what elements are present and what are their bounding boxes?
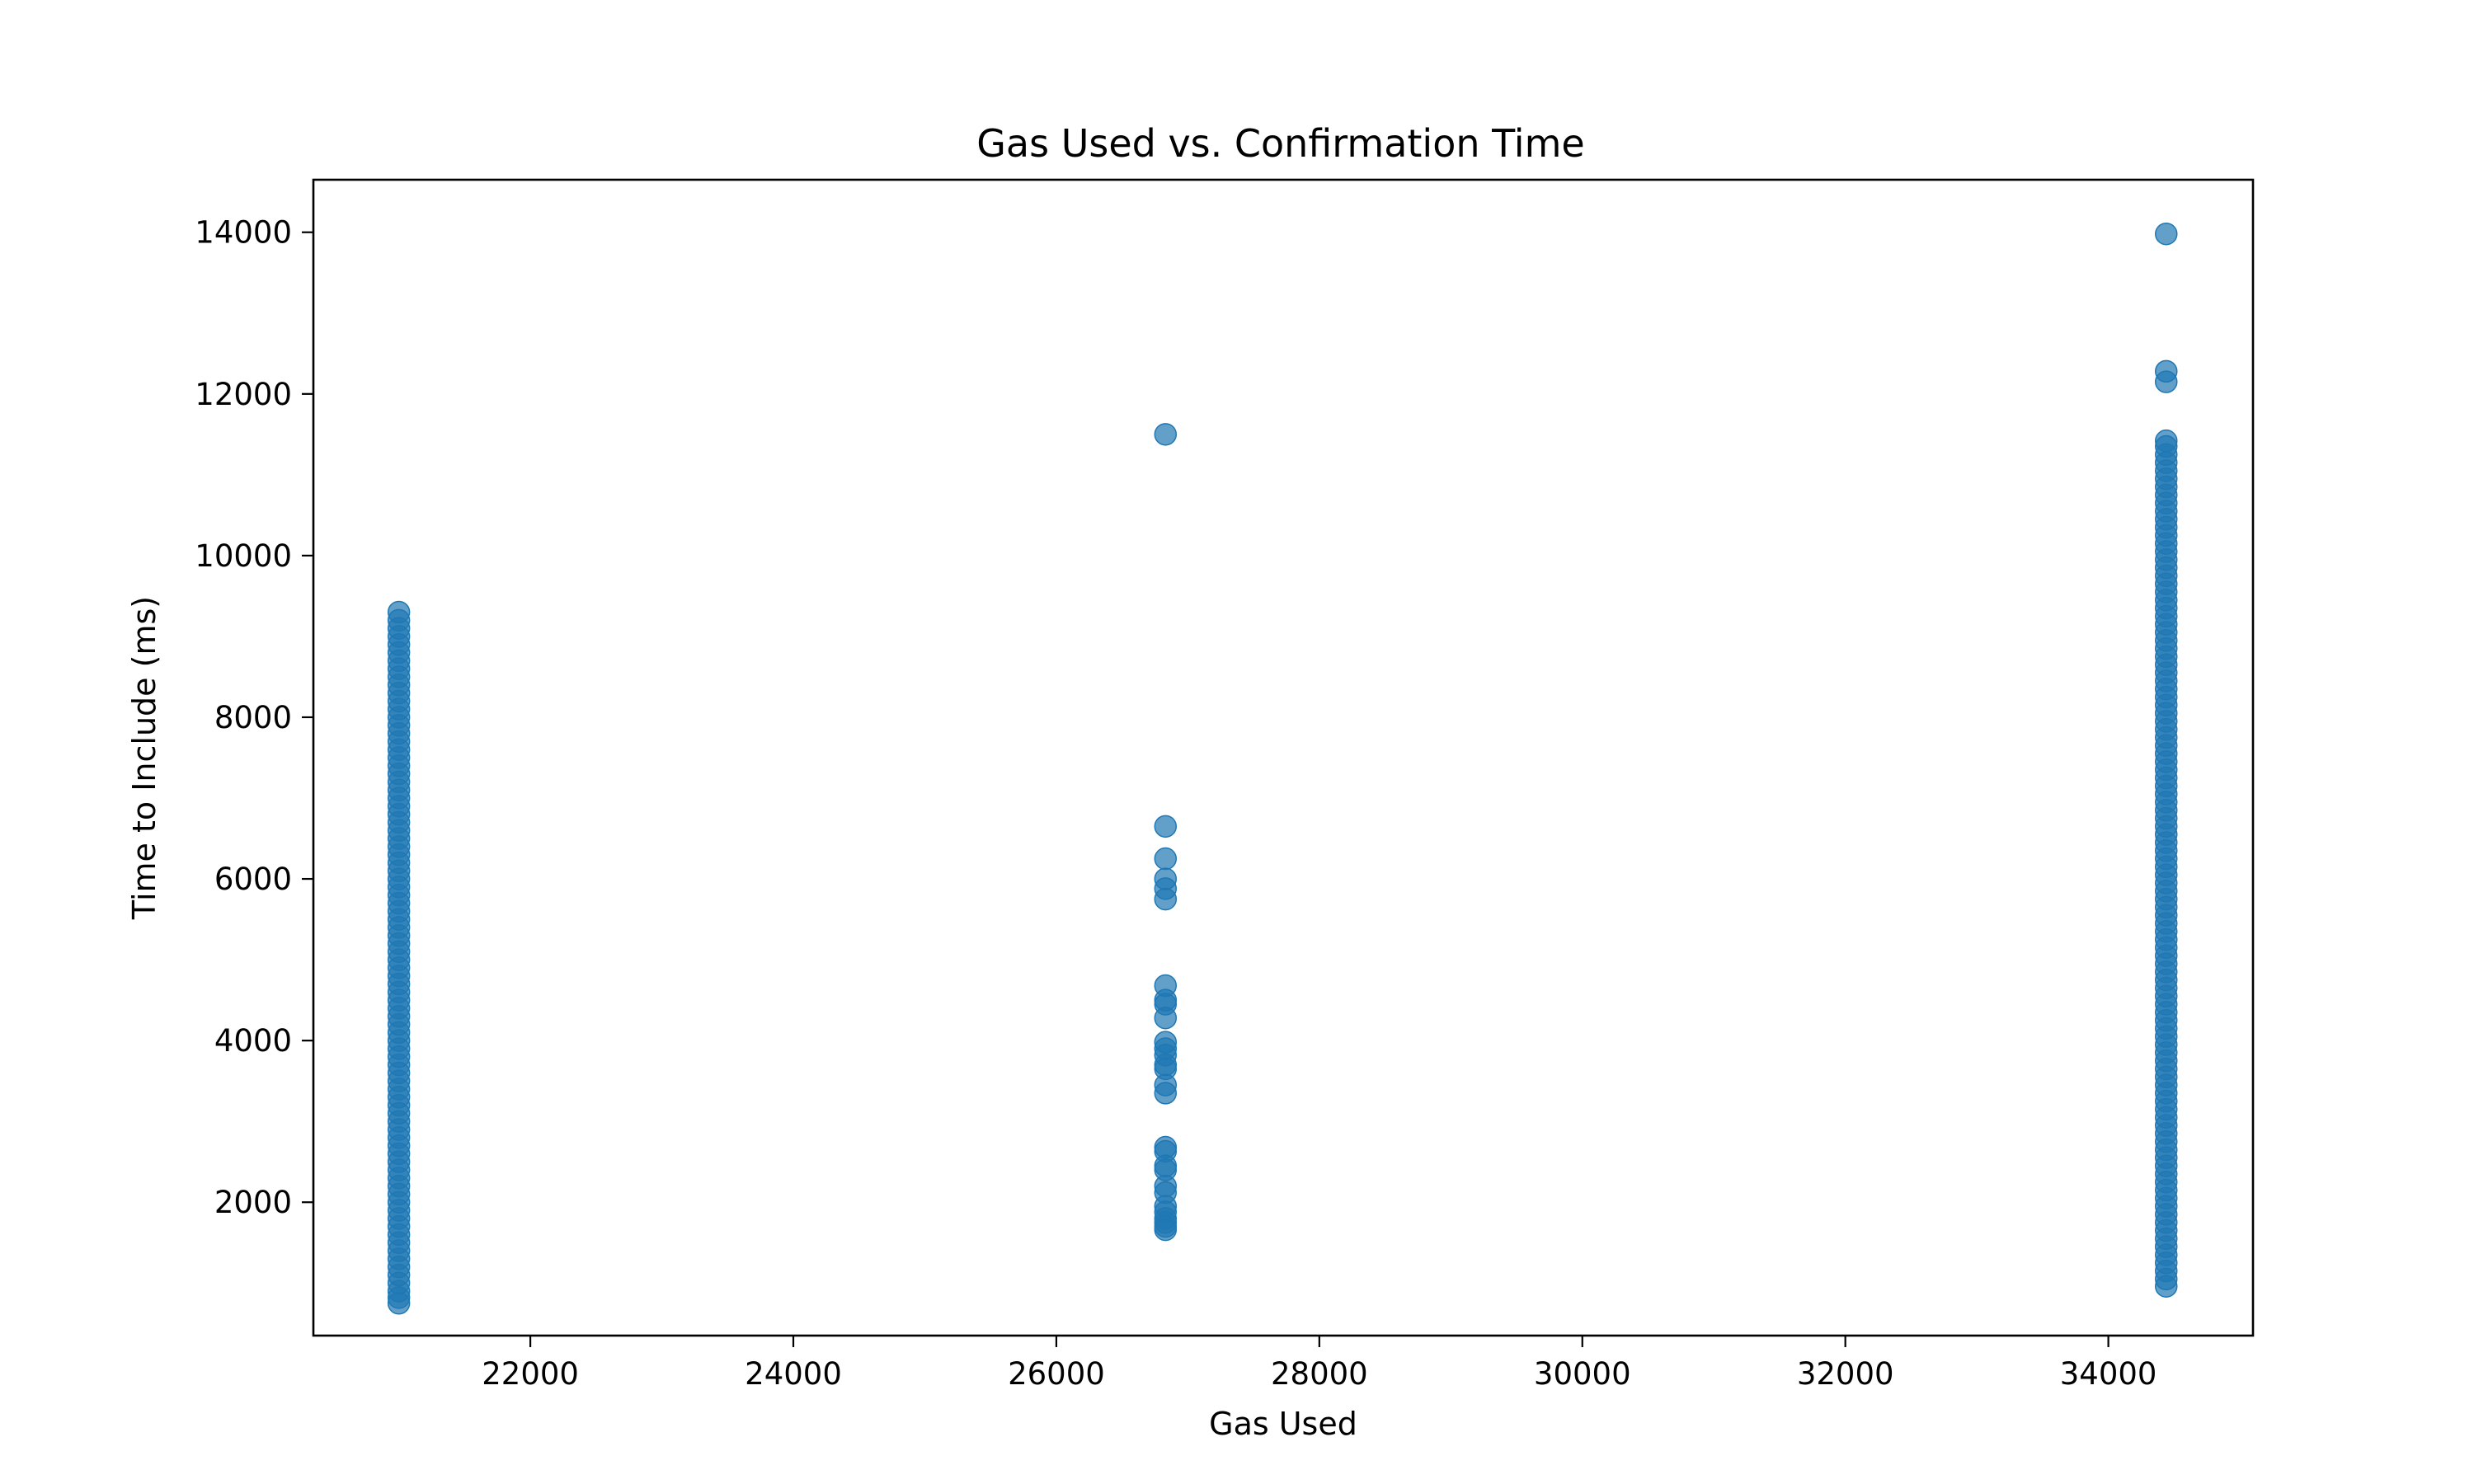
data-point	[1154, 1082, 1178, 1105]
data-point	[2155, 429, 2178, 453]
x-axis: 22000 24000 26000 28000 30000 32000 34000	[482, 1336, 2157, 1392]
x-tick-label: 28000	[1271, 1356, 1368, 1392]
y-tick-label: 10000	[195, 538, 292, 574]
y-tick-label: 8000	[214, 700, 292, 735]
data-point	[1154, 423, 1178, 446]
y-tick-label: 6000	[214, 862, 292, 897]
x-tick-label: 22000	[482, 1356, 579, 1392]
y-tick-label: 4000	[214, 1023, 292, 1059]
data-point	[1154, 1218, 1178, 1242]
data-point	[387, 600, 411, 624]
data-point	[2155, 370, 2178, 393]
x-tick-label: 32000	[1797, 1356, 1894, 1392]
data-point	[1154, 847, 1178, 871]
points-layer	[387, 222, 2178, 1315]
y-tick-label: 14000	[195, 215, 292, 251]
y-tick-label: 2000	[214, 1185, 292, 1220]
data-point	[1154, 1006, 1178, 1030]
x-tick-label: 30000	[1534, 1356, 1631, 1392]
data-point	[1154, 887, 1178, 911]
y-tick-label: 12000	[195, 377, 292, 412]
x-tick-label: 24000	[745, 1356, 842, 1392]
x-tick-label: 26000	[1008, 1356, 1105, 1392]
plot-frame	[312, 178, 2255, 1337]
data-point	[2155, 222, 2178, 246]
data-point	[1154, 815, 1178, 838]
chart-title: Gas Used vs. Confirmation Time	[976, 121, 1584, 166]
y-axis-label: Time to Include (ms)	[126, 596, 162, 920]
x-tick-label: 34000	[2060, 1356, 2157, 1392]
x-axis-label: Gas Used	[1209, 1406, 1357, 1442]
y-axis: 2000 4000 6000 8000 10000 12000 14000	[195, 215, 313, 1220]
